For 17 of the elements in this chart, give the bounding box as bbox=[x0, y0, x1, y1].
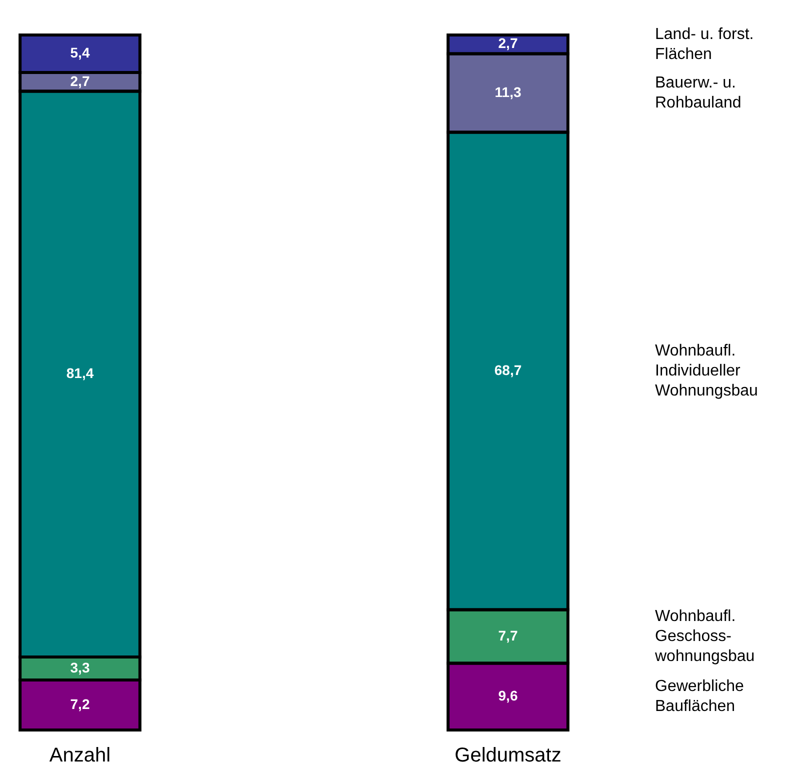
data-label: 2,7 bbox=[70, 72, 90, 89]
x-tick-label: Geldumsatz bbox=[454, 744, 562, 767]
text: Gewerbliche Bauflächen bbox=[655, 678, 744, 716]
text: Wohnbaufl. Individueller Wohnungsbau bbox=[655, 342, 758, 400]
data-label: 2,7 bbox=[498, 35, 518, 52]
data-label: 3,3 bbox=[70, 659, 90, 676]
text: Bauerw.- u. Rohbauland bbox=[655, 74, 742, 112]
text: Land- u. forst. Flächen bbox=[655, 26, 754, 63]
data-label: 7,7 bbox=[498, 627, 518, 644]
data-label: 68,7 bbox=[494, 362, 522, 378]
data-label: 9,6 bbox=[498, 688, 518, 704]
data-label: 81,4 bbox=[66, 365, 94, 382]
data-label: 7,2 bbox=[70, 696, 90, 712]
text: Wohnbaufl. Geschoss- wohnungsbau bbox=[654, 608, 755, 665]
data-label: 5,4 bbox=[70, 44, 90, 61]
data-label: 11,3 bbox=[494, 84, 522, 100]
x-tick-label: Anzahl bbox=[49, 744, 111, 767]
